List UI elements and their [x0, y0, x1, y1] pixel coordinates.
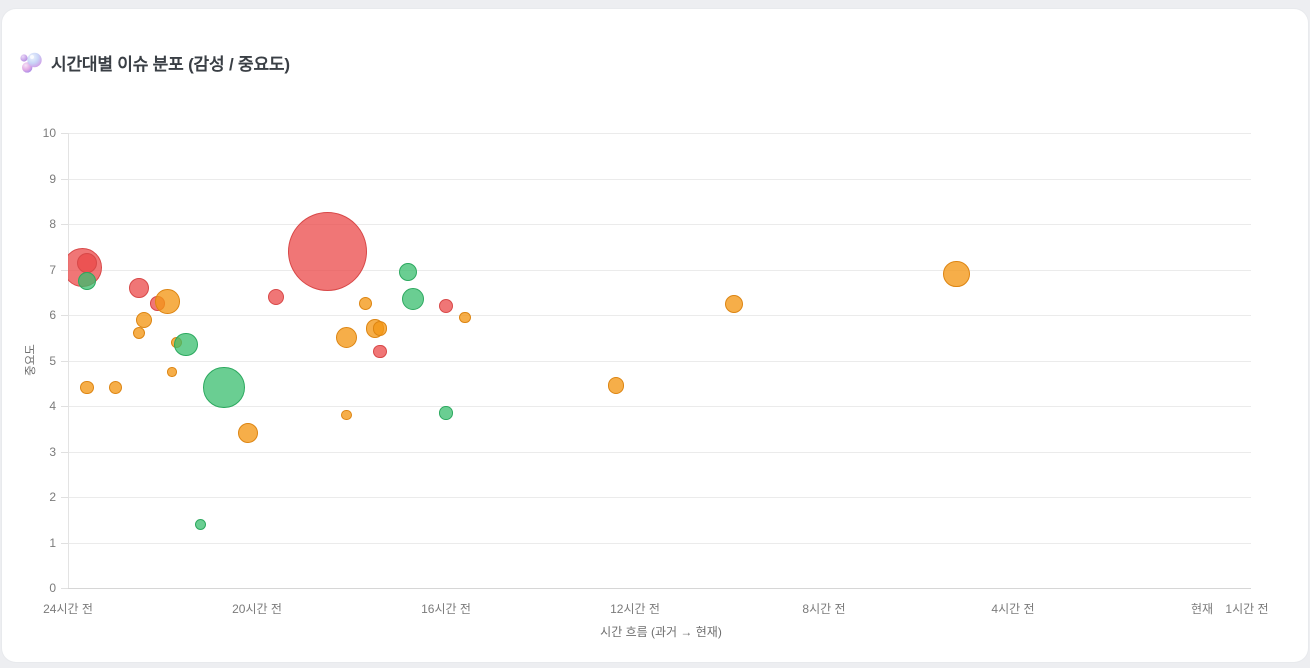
- gridline: [68, 451, 1251, 453]
- bubble-green[interactable]: [77, 271, 96, 290]
- gridline: [68, 178, 1251, 180]
- bubble-orange[interactable]: [336, 327, 358, 349]
- gridline: [68, 497, 1251, 498]
- bubble-green[interactable]: [399, 262, 418, 281]
- y-tick-label: 8: [49, 217, 56, 231]
- x-tick-label: 12시간 전: [610, 602, 660, 616]
- y-tick-mark: [61, 497, 68, 498]
- bubble-red[interactable]: [128, 277, 149, 298]
- gridline: [68, 315, 1251, 316]
- x-tick-label: 20시간 전: [232, 602, 282, 616]
- y-tick-label: 5: [49, 353, 56, 368]
- x-tick-label: 4시간 전: [991, 602, 1035, 616]
- y-tick-label: 6: [49, 308, 56, 322]
- bubble-orange[interactable]: [607, 377, 625, 394]
- bubble-orange[interactable]: [358, 296, 373, 311]
- y-tick-mark: [61, 269, 68, 271]
- y-tick-mark: [61, 451, 68, 453]
- gridline: [68, 542, 1251, 544]
- y-tick-mark: [61, 542, 68, 544]
- x-tick-label: 현재: [1190, 602, 1214, 616]
- bubble-orange[interactable]: [108, 381, 122, 395]
- y-tick-label: 7: [49, 262, 56, 277]
- gridline: [68, 224, 1251, 225]
- bubble-orange[interactable]: [725, 294, 744, 313]
- bubble-orange[interactable]: [459, 311, 471, 323]
- gridline: [68, 269, 1251, 271]
- chart-title: 시간대별 이슈 분포 (감성 / 중요도): [51, 55, 290, 74]
- bubble-orange[interactable]: [135, 311, 152, 328]
- bubble-red[interactable]: [373, 344, 387, 359]
- bubble-orange[interactable]: [154, 289, 180, 314]
- bubble-green[interactable]: [203, 367, 245, 409]
- bubble-orange[interactable]: [341, 409, 353, 421]
- y-tick-label: 3: [49, 444, 56, 459]
- y-tick-mark: [61, 224, 68, 225]
- bubble-green[interactable]: [439, 406, 453, 420]
- y-tick-mark: [61, 133, 68, 134]
- chart-card: [2, 9, 1308, 662]
- bubble-green[interactable]: [174, 332, 198, 357]
- bubble-orange[interactable]: [372, 321, 388, 336]
- y-tick-mark: [61, 406, 68, 407]
- x-axis-title: 시간 흐름 (과거 → 현재): [600, 625, 722, 639]
- bubble-green[interactable]: [401, 288, 424, 311]
- bubble-plot-area: [68, 133, 1251, 588]
- bubble-red[interactable]: [438, 298, 454, 314]
- chart-header: 시간대별 이슈 분포 (감성 / 중요도): [18, 50, 290, 75]
- gridline: [68, 588, 1251, 589]
- y-tick-mark: [61, 588, 68, 589]
- y-tick-label: 9: [49, 171, 56, 186]
- gridline: [68, 406, 1251, 407]
- bubble-orange[interactable]: [80, 381, 94, 395]
- y-tick-mark: [61, 315, 68, 316]
- x-tick-label: 24시간 전: [43, 602, 93, 616]
- bubble-red[interactable]: [267, 288, 284, 305]
- bubble-orange[interactable]: [943, 260, 970, 288]
- y-tick-mark: [61, 178, 68, 180]
- x-tick-label: 1시간 전: [1225, 602, 1269, 616]
- y-tick-label: 1: [49, 535, 56, 550]
- y-tick-label: 10: [42, 126, 56, 140]
- bubble-red[interactable]: [288, 211, 368, 291]
- bubble-orange[interactable]: [167, 367, 177, 377]
- bubble-green[interactable]: [194, 518, 206, 530]
- y-tick-label: 4: [49, 399, 56, 413]
- y-tick-label: 0: [49, 581, 56, 595]
- gridline: [68, 360, 1251, 362]
- bubble-orange[interactable]: [237, 423, 258, 444]
- y-tick-mark: [61, 360, 68, 362]
- bubble-red[interactable]: [76, 252, 97, 273]
- y-axis-line: [68, 133, 69, 588]
- bubble-orange[interactable]: [132, 327, 145, 340]
- x-tick-label: 16시간 전: [421, 602, 471, 616]
- x-tick-label: 8시간 전: [802, 602, 846, 616]
- y-tick-label: 2: [49, 490, 56, 504]
- bubbles-icon: [20, 52, 42, 73]
- gridline: [68, 133, 1251, 134]
